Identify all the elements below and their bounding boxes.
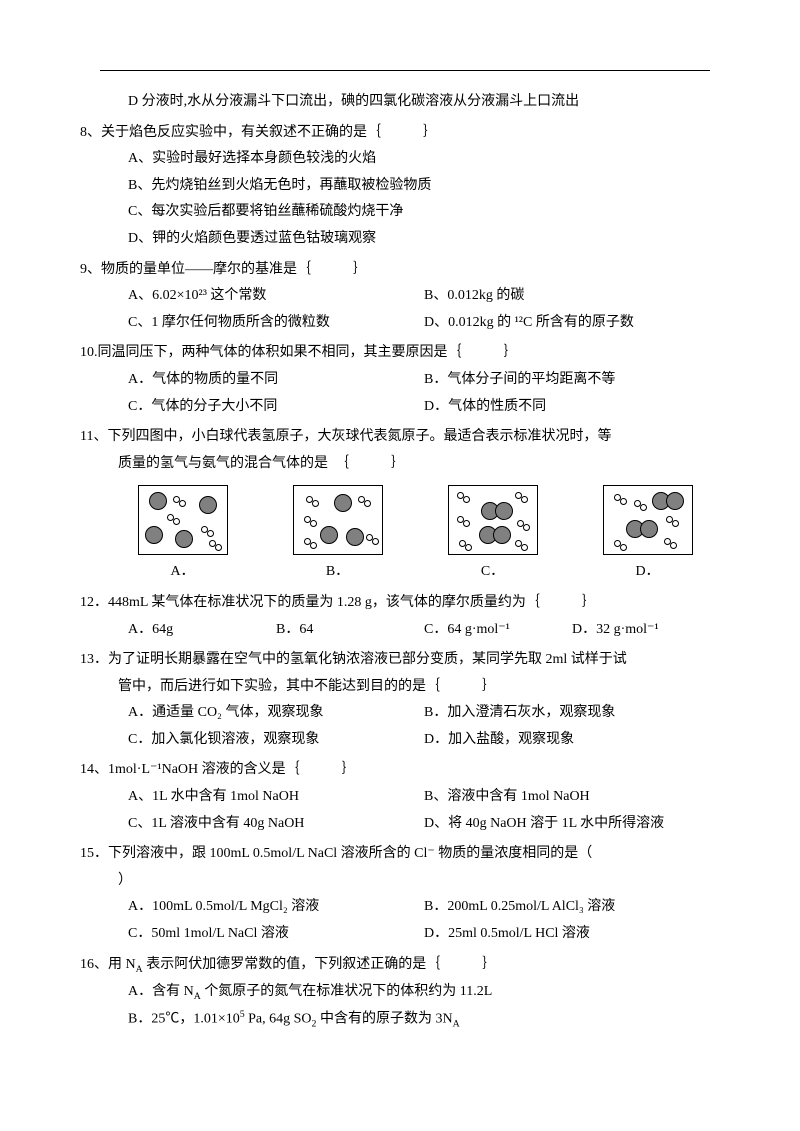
question-12: 12．448mL 某气体在标准状况下的质量为 1.28 g，该气体的摩尔质量约为… <box>80 590 720 643</box>
opt-d: D．25ml 0.5mol/L HCl 溶液 <box>424 921 720 948</box>
label: C． <box>448 559 538 586</box>
page-top-rule <box>100 70 710 71</box>
stem-line1: 13．为了证明长期暴露在空气中的氢氧化钠浓溶液已部分变质，某同学先取 2ml 试… <box>80 647 720 674</box>
opt-c: C．64 g·mol⁻¹ <box>424 617 572 644</box>
opt-c: C、每次实验后都要将铂丝蘸稀硫酸灼烧干净 <box>128 199 720 226</box>
opt-a: A、1L 水中含有 1mol NaOH <box>128 784 424 811</box>
stem: 12．448mL 某气体在标准状况下的质量为 1.28 g，该气体的摩尔质量约为… <box>80 590 720 617</box>
stem-line1: 11、下列四图中，小白球代表氢原子，大灰球代表氮原子。最适合表示标准状况时，等 <box>80 424 720 451</box>
question-16: 16、用 NA 表示阿伏加德罗常数的值，下列叙述正确的是｛ ｝ A．含有 NA … <box>80 952 720 1035</box>
question-11: 11、下列四图中，小白球代表氢原子，大灰球代表氮原子。最适合表示标准状况时，等 … <box>80 424 720 586</box>
opt-d: D、0.012kg 的 ¹²C 所含有的原子数 <box>424 310 720 337</box>
opt-a: A、6.02×10²³ 这个常数 <box>128 283 424 310</box>
opt-c: C、1L 溶液中含有 40g NaOH <box>128 811 424 838</box>
opt-a: A．64g <box>128 617 276 644</box>
stem-line2: ） <box>80 868 720 895</box>
stem: 8、关于焰色反应实验中，有关叙述不正确的是｛ ｝ <box>80 120 720 147</box>
opt-b: B．25℃，1.01×105 Pa, 64g SO2 中含有的原子数为 3NA <box>128 1006 720 1034</box>
question-8: 8、关于焰色反应实验中，有关叙述不正确的是｛ ｝ A、实验时最好选择本身颜色较浅… <box>80 120 720 253</box>
question-9: 9、物质的量单位——摩尔的基准是｛ ｝ A、6.02×10²³ 这个常数 B、0… <box>80 257 720 337</box>
opt-c: C．50ml 1mol/L NaCl 溶液 <box>128 921 424 948</box>
stem-line1: 15．下列溶液中，跟 100mL 0.5mol/L NaCl 溶液所含的 Cl⁻… <box>80 841 720 868</box>
stem-line2: 管中，而后进行如下实验，其中不能达到目的的是｛ ｝ <box>80 674 720 701</box>
opt-d: D、将 40g NaOH 溶于 1L 水中所得溶液 <box>424 811 720 838</box>
diagram-c: C． <box>448 485 538 586</box>
question-10: 10.同温同压下，两种气体的体积如果不相同，其主要原因是｛ ｝ A．气体的物质的… <box>80 340 720 420</box>
opt-d: D、钾的火焰颜色要透过蓝色钴玻璃观察 <box>128 226 720 253</box>
opt-a: A、实验时最好选择本身颜色较浅的火焰 <box>128 146 720 173</box>
label: D． <box>603 559 693 586</box>
opt-c: C．气体的分子大小不同 <box>128 394 424 421</box>
opt-d: D．32 g·mol⁻¹ <box>572 617 720 644</box>
opt-b: B、溶液中含有 1mol NaOH <box>424 784 720 811</box>
text: D 分液时,水从分液漏斗下口流出，碘的四氯化碳溶液从分液漏斗上口流出 <box>128 94 579 109</box>
opt-a: A．通适量 CO₂ 气体，观察现象 <box>128 700 424 727</box>
question-14: 14、1mol·L⁻¹NaOH 溶液的含义是｛ ｝ A、1L 水中含有 1mol… <box>80 757 720 837</box>
stem-line2: 质量的氢气与氨气的混合气体的是 ｛ ｝ <box>80 451 720 478</box>
opt-a: A．100mL 0.5mol/L MgCl₂ 溶液 <box>128 894 424 921</box>
diagram-row: A． B． <box>110 485 720 586</box>
diagram-b: B． <box>293 485 383 586</box>
opt-b: B．200mL 0.25mol/L AlCl₃ 溶液 <box>424 894 720 921</box>
opt-d: D．加入盐酸，观察现象 <box>424 727 720 754</box>
opt-d: D．气体的性质不同 <box>424 394 720 421</box>
opt-b: B．64 <box>276 617 424 644</box>
opt-c: C、1 摩尔任何物质所含的微粒数 <box>128 310 424 337</box>
label: B． <box>293 559 383 586</box>
opt-b: B．加入澄清石灰水，观察现象 <box>424 700 720 727</box>
stem: 14、1mol·L⁻¹NaOH 溶液的含义是｛ ｝ <box>80 757 720 784</box>
label: A． <box>138 559 228 586</box>
stem: 10.同温同压下，两种气体的体积如果不相同，其主要原因是｛ ｝ <box>80 340 720 367</box>
stem: 9、物质的量单位——摩尔的基准是｛ ｝ <box>80 257 720 284</box>
opt-b: B、先灼烧铂丝到火焰无色时，再蘸取被检验物质 <box>128 173 720 200</box>
opt-b: B．气体分子间的平均距离不等 <box>424 367 720 394</box>
diagram-d: D． <box>603 485 693 586</box>
opt-a: A．气体的物质的量不同 <box>128 367 424 394</box>
diagram-a: A． <box>138 485 228 586</box>
question-15: 15．下列溶液中，跟 100mL 0.5mol/L NaCl 溶液所含的 Cl⁻… <box>80 841 720 947</box>
opt-c: C．加入氯化钡溶液，观察现象 <box>128 727 424 754</box>
intro-option-d: D 分液时,水从分液漏斗下口流出，碘的四氯化碳溶液从分液漏斗上口流出 <box>80 89 720 116</box>
stem: 16、用 NA 表示阿伏加德罗常数的值，下列叙述正确的是｛ ｝ <box>80 952 720 979</box>
opt-b: B、0.012kg 的碳 <box>424 283 720 310</box>
opt-a: A．含有 NA 个氮原子的氮气在标准状况下的体积约为 11.2L <box>128 979 720 1006</box>
question-13: 13．为了证明长期暴露在空气中的氢氧化钠浓溶液已部分变质，某同学先取 2ml 试… <box>80 647 720 753</box>
